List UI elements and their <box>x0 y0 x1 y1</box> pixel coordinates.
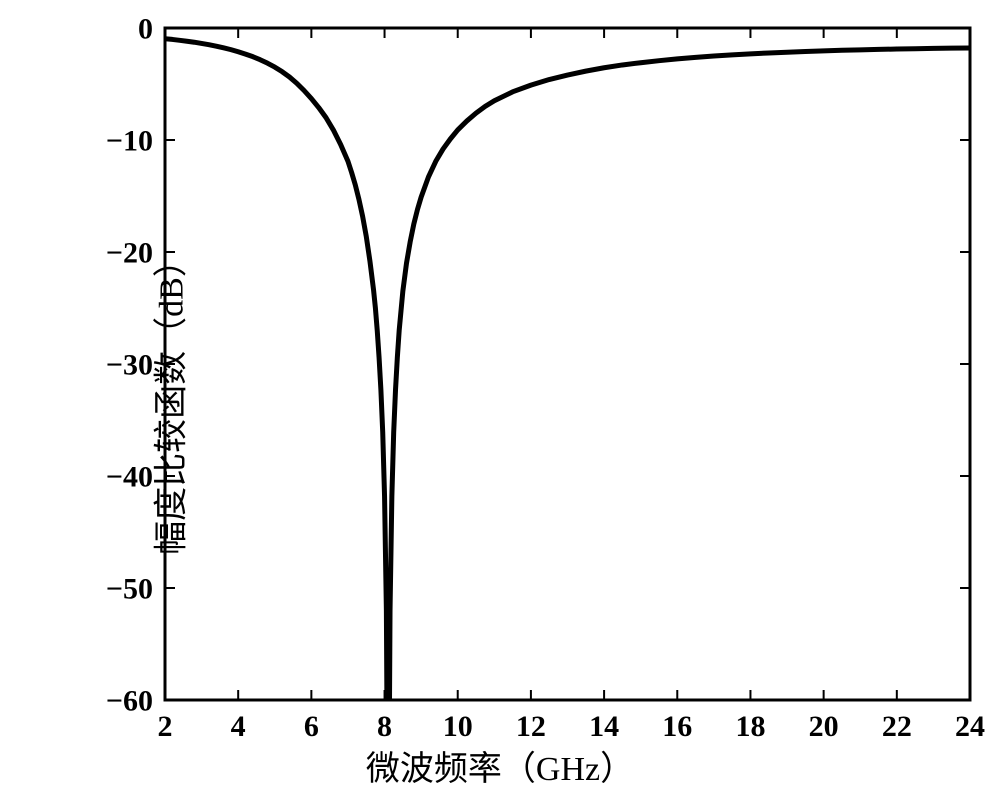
x-tick-label: 24 <box>955 710 985 743</box>
series-line <box>165 39 970 798</box>
chart-container: 24681012141618202224−60−50−40−30−20−100 … <box>0 0 1000 798</box>
y-tick-label: −10 <box>106 125 153 158</box>
x-tick-label: 20 <box>809 710 839 743</box>
x-axis-label: 微波频率（GHz） <box>366 741 634 790</box>
y-tick-label: 0 <box>138 13 153 46</box>
x-tick-label: 14 <box>589 710 619 743</box>
x-tick-label: 16 <box>662 710 692 743</box>
plot-border <box>165 28 970 700</box>
y-tick-label: −60 <box>106 685 153 718</box>
x-tick-label: 22 <box>882 710 912 743</box>
y-tick-label: −50 <box>106 573 153 606</box>
x-tick-label: 8 <box>377 710 392 743</box>
x-tick-label: 12 <box>516 710 546 743</box>
x-tick-label: 18 <box>735 710 765 743</box>
x-tick-label: 4 <box>231 710 246 743</box>
x-tick-label: 6 <box>304 710 319 743</box>
y-axis-label: 幅度比较函数（dB） <box>143 243 192 555</box>
x-tick-label: 2 <box>158 710 173 743</box>
x-tick-label: 10 <box>443 710 473 743</box>
